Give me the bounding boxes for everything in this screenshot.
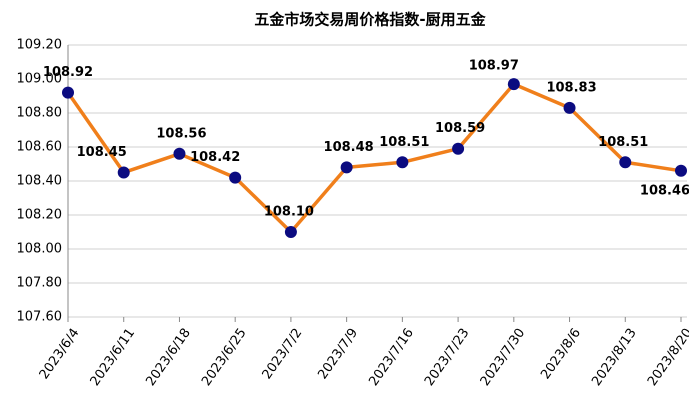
value-label: 108.51	[379, 135, 429, 150]
marker	[619, 156, 632, 169]
marker	[229, 171, 242, 184]
y-tick-label: 108.20	[17, 208, 63, 223]
y-tick-label: 109.00	[17, 72, 63, 87]
marker	[396, 156, 409, 169]
marker	[507, 78, 520, 91]
y-tick-label: 108.00	[17, 242, 63, 257]
value-label: 108.59	[435, 121, 485, 136]
y-tick-label: 108.40	[17, 174, 63, 189]
value-label: 108.92	[43, 65, 93, 80]
y-tick-label: 107.80	[17, 276, 63, 291]
value-label: 108.42	[190, 150, 240, 165]
y-tick-label: 107.60	[17, 310, 63, 325]
marker	[173, 147, 186, 160]
marker	[62, 86, 74, 99]
value-label: 108.83	[546, 80, 596, 95]
value-label: 108.10	[264, 205, 314, 220]
y-tick-label: 108.60	[17, 140, 63, 155]
marker	[284, 226, 297, 238]
value-label: 108.45	[77, 145, 127, 160]
marker	[117, 166, 130, 179]
line	[66, 82, 682, 234]
marker	[563, 101, 576, 114]
value-label: 108.46	[640, 183, 689, 198]
marker	[340, 161, 353, 174]
value-label: 108.48	[324, 140, 374, 155]
marker	[452, 142, 465, 155]
value-label: 108.56	[156, 126, 206, 141]
marker	[675, 164, 687, 177]
value-label: 108.51	[598, 135, 648, 150]
y-tick-label: 109.20	[17, 38, 63, 53]
chart-title: 五金市场交易周价格指数-厨用五金	[254, 11, 486, 29]
value-label: 108.97	[469, 59, 519, 74]
y-tick-label: 108.80	[17, 106, 63, 121]
